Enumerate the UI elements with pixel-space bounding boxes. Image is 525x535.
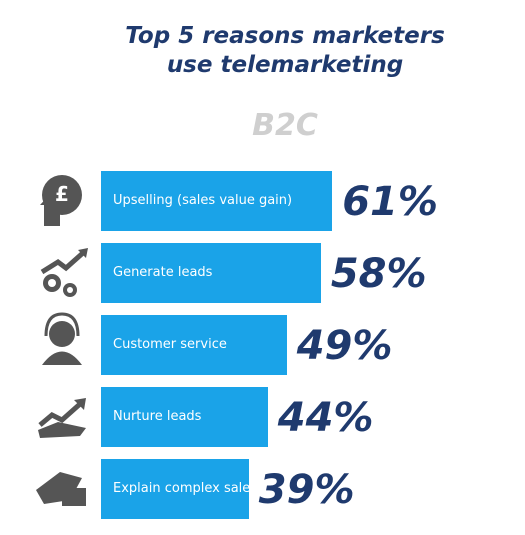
bar: [101, 243, 321, 303]
chart-subtitle: B2C: [252, 108, 318, 143]
value-label: 39%: [258, 467, 355, 513]
gears-icon: [40, 248, 88, 297]
bar-label: Upselling (sales value gain): [113, 193, 293, 208]
value-label: 44%: [277, 395, 374, 441]
svg-text:£: £: [55, 182, 69, 206]
bar: [101, 315, 287, 375]
bar-label: Customer service: [113, 337, 227, 352]
hand-growth-icon: [38, 398, 86, 438]
icons: £: [36, 175, 88, 506]
bar: [101, 387, 268, 447]
pound-icon: £: [40, 175, 82, 226]
ticket-icon: [36, 472, 86, 506]
bar-label: Nurture leads: [113, 409, 202, 424]
value-label: 61%: [342, 179, 438, 225]
value-label: 58%: [330, 251, 427, 297]
bar: [101, 459, 249, 519]
bar-label: Explain complex sales: [113, 481, 258, 496]
headset-icon: [42, 312, 82, 365]
bar: [101, 171, 333, 231]
value-label: 49%: [296, 323, 393, 369]
chart-title: Top 5 reasons marketers use telemarketin…: [125, 23, 445, 78]
bar-label: Generate leads: [113, 265, 213, 280]
